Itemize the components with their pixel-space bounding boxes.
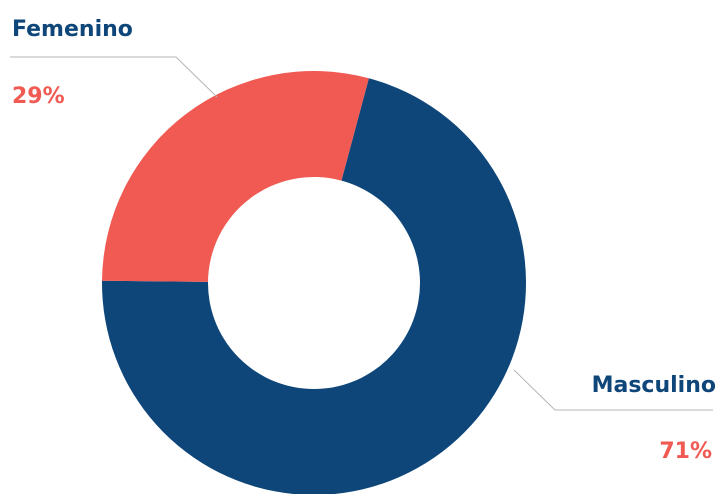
value-label-femenino: 29% (12, 84, 65, 109)
slice-masculino (102, 78, 526, 494)
slices-group (102, 71, 526, 494)
leader-line-masculino (513, 369, 713, 411)
category-label-femenino: Femenino (12, 17, 133, 42)
leader-line-femenino (10, 56, 218, 98)
category-label-masculino: Masculino (592, 373, 716, 398)
slice-femenino (102, 71, 369, 282)
value-label-masculino: 71% (659, 439, 712, 464)
